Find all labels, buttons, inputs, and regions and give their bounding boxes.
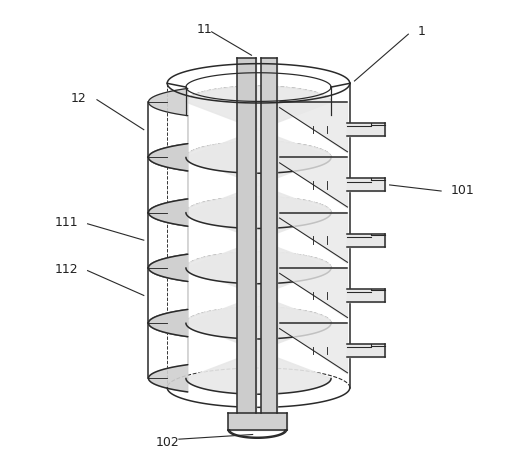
Text: 1: 1 (418, 25, 425, 38)
Polygon shape (280, 102, 347, 153)
Polygon shape (186, 252, 331, 339)
Polygon shape (347, 234, 385, 247)
Text: 101: 101 (450, 184, 474, 196)
Text: 111: 111 (55, 216, 79, 229)
Polygon shape (347, 179, 385, 192)
Polygon shape (280, 212, 347, 263)
Polygon shape (186, 307, 331, 394)
Polygon shape (186, 86, 331, 173)
Polygon shape (237, 57, 256, 414)
Polygon shape (228, 414, 286, 430)
Polygon shape (280, 157, 347, 208)
Polygon shape (148, 254, 188, 337)
Polygon shape (148, 89, 188, 171)
Text: 11: 11 (197, 23, 212, 36)
Polygon shape (280, 268, 347, 319)
Polygon shape (347, 123, 385, 136)
Polygon shape (148, 144, 188, 226)
Polygon shape (148, 199, 188, 282)
Text: 112: 112 (55, 263, 79, 276)
Text: 102: 102 (155, 436, 179, 449)
Polygon shape (148, 309, 188, 392)
Polygon shape (280, 323, 347, 374)
Text: 12: 12 (70, 92, 86, 106)
Polygon shape (347, 289, 385, 302)
Polygon shape (261, 57, 277, 414)
Polygon shape (186, 196, 331, 284)
Polygon shape (186, 141, 331, 228)
Polygon shape (347, 344, 385, 357)
